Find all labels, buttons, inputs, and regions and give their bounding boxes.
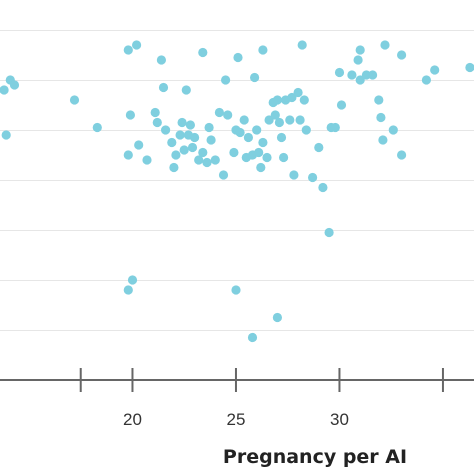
- data-point: [297, 40, 307, 50]
- data-point: [250, 72, 260, 83]
- data-point: [285, 115, 295, 125]
- data-point: [287, 92, 297, 103]
- data-point: [254, 147, 264, 158]
- data-point: [368, 70, 378, 80]
- data-point: [353, 55, 363, 65]
- x-tick-label: 20: [123, 410, 142, 429]
- data-point: [158, 82, 169, 93]
- data-point: [92, 122, 102, 133]
- data-point: [134, 140, 144, 150]
- data-point: [181, 85, 191, 95]
- data-point: [430, 65, 440, 75]
- data-point: [272, 95, 282, 105]
- data-point: [202, 157, 212, 168]
- data-point: [347, 70, 357, 80]
- data-point: [9, 80, 20, 90]
- data-point: [264, 115, 274, 125]
- data-point: [214, 107, 224, 118]
- data-point: [187, 142, 198, 153]
- data-point: [125, 110, 135, 120]
- data-point: [397, 150, 407, 160]
- data-point: [198, 47, 208, 58]
- data-point: [324, 227, 334, 238]
- data-point: [223, 110, 233, 120]
- data-point: [258, 45, 268, 55]
- data-point: [252, 125, 262, 135]
- data-point: [308, 172, 318, 183]
- data-point: [127, 275, 138, 285]
- data-point: [299, 95, 309, 105]
- gridlines: [0, 30, 474, 331]
- data-point: [388, 125, 398, 135]
- data-point: [421, 75, 431, 85]
- data-point: [229, 147, 239, 158]
- data-point: [233, 52, 243, 63]
- data-point: [355, 45, 365, 55]
- data-point: [376, 112, 386, 123]
- data-point: [152, 117, 162, 128]
- data-point: [318, 182, 328, 193]
- data-point: [465, 62, 474, 73]
- data-point: [167, 137, 177, 148]
- data-point: [198, 147, 208, 158]
- x-tick-label: 25: [227, 410, 246, 429]
- data-point: [270, 110, 280, 120]
- data-point: [243, 132, 253, 143]
- x-axis-title: Pregnancy per AI: [223, 446, 407, 468]
- data-point: [0, 85, 9, 95]
- data-point: [123, 150, 133, 160]
- data-point: [123, 45, 133, 55]
- data-point: [247, 332, 258, 343]
- data-point: [206, 135, 216, 145]
- data-point: [150, 107, 160, 118]
- data-point: [256, 162, 266, 173]
- data-point: [210, 155, 220, 165]
- data-point: [156, 55, 166, 65]
- data-point: [330, 122, 340, 133]
- data-point: [231, 285, 241, 295]
- data-point: [169, 162, 179, 173]
- data-point: [276, 132, 287, 143]
- data-point: [218, 170, 229, 180]
- data-point: [1, 130, 11, 140]
- data-point: [272, 312, 282, 323]
- data-points: [0, 40, 474, 343]
- data-point: [171, 150, 181, 160]
- x-tick-label: 30: [330, 410, 349, 429]
- data-point: [194, 155, 204, 165]
- data-point: [334, 67, 345, 78]
- data-point: [179, 145, 189, 155]
- data-point: [69, 95, 80, 105]
- data-point: [293, 87, 303, 98]
- data-point: [301, 125, 311, 135]
- data-point: [378, 135, 388, 145]
- data-point: [235, 127, 245, 138]
- data-point: [258, 137, 268, 148]
- data-point: [336, 100, 347, 110]
- data-point: [355, 75, 365, 85]
- data-point: [123, 285, 133, 295]
- x-axis: 20 25 30: [0, 368, 474, 429]
- data-point: [161, 125, 171, 135]
- data-point: [279, 152, 289, 163]
- data-point: [204, 122, 214, 133]
- data-point: [274, 117, 284, 128]
- data-point: [262, 152, 272, 163]
- data-point: [185, 120, 195, 130]
- data-point: [314, 142, 324, 153]
- data-point: [221, 75, 231, 85]
- data-point: [190, 132, 200, 143]
- data-point: [380, 40, 390, 50]
- data-point: [142, 155, 152, 165]
- data-point: [397, 50, 407, 60]
- data-point: [239, 115, 249, 125]
- data-point: [132, 40, 142, 50]
- data-point: [289, 170, 299, 180]
- data-point: [374, 95, 384, 105]
- data-point: [175, 130, 185, 140]
- data-point: [177, 117, 187, 128]
- data-point: [295, 115, 305, 125]
